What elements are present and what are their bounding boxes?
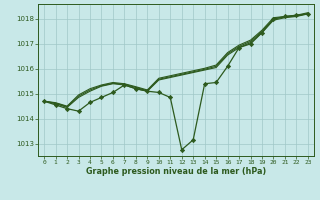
X-axis label: Graphe pression niveau de la mer (hPa): Graphe pression niveau de la mer (hPa) [86,167,266,176]
